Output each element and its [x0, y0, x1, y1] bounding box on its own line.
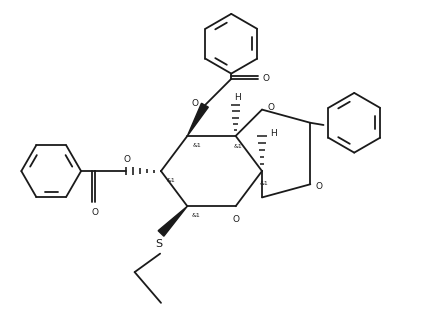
Text: H: H — [270, 129, 277, 138]
Polygon shape — [158, 206, 187, 236]
Text: H: H — [234, 93, 241, 102]
Text: O: O — [232, 215, 239, 224]
Text: &1: &1 — [260, 181, 269, 186]
Text: &1: &1 — [166, 178, 175, 183]
Text: O: O — [124, 156, 131, 164]
Text: &1: &1 — [192, 214, 201, 218]
Text: O: O — [316, 182, 323, 191]
Text: &1: &1 — [233, 144, 242, 149]
Text: O: O — [267, 103, 274, 112]
Text: O: O — [92, 208, 99, 217]
Text: S: S — [155, 239, 162, 248]
Polygon shape — [187, 103, 209, 136]
Text: O: O — [263, 74, 270, 83]
Text: O: O — [191, 98, 198, 108]
Text: &1: &1 — [192, 143, 201, 148]
